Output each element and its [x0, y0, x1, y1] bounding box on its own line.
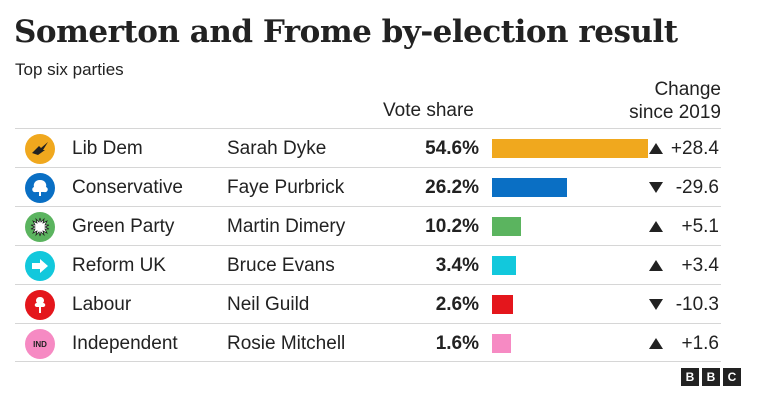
party-name: Independent [72, 333, 178, 354]
chart-title: Somerton and Frome by-election result [14, 14, 678, 50]
bbc-logo-letter: C [723, 368, 741, 386]
candidate-name: Neil Guild [227, 294, 310, 315]
vote-share-label: 54.6% [425, 138, 479, 159]
change-label: -10.3 [675, 294, 719, 315]
triangle-up-icon [649, 260, 663, 271]
triangle-down-icon [649, 182, 663, 193]
independent-ind-icon: IND [25, 329, 55, 359]
table-row: IND Independent Rosie Mitchell 1.6% +1.6 [15, 323, 721, 362]
vote-share-label: 10.2% [425, 216, 479, 237]
vote-share-bar [492, 178, 567, 197]
table-row: Lib Dem Sarah Dyke 54.6% +28.4 [15, 128, 721, 167]
candidate-name: Rosie Mitchell [227, 333, 346, 354]
triangle-up-icon [649, 221, 663, 232]
change-header-line2: since 2019 [629, 102, 721, 123]
reform-arrow-icon [25, 251, 55, 281]
table-row: Conservative Faye Purbrick 26.2% -29.6 [15, 167, 721, 206]
change-header-line1: Change [654, 79, 721, 100]
libdem-bird-icon [25, 134, 55, 164]
triangle-up-icon [649, 338, 663, 349]
party-name: Green Party [72, 216, 175, 237]
candidate-name: Faye Purbrick [227, 177, 345, 198]
change-label: +28.4 [670, 138, 719, 159]
triangle-down-icon [649, 299, 663, 310]
vote-share-bar [492, 217, 522, 236]
change-label: +5.1 [681, 216, 719, 237]
party-name: Reform UK [72, 255, 166, 276]
party-name: Labour [72, 294, 132, 315]
vote-share-bar [492, 334, 511, 353]
change-header: Change since 2019 [629, 78, 721, 124]
vote-share-bar [492, 295, 514, 314]
vote-share-bar [492, 139, 648, 158]
conservative-tree-icon [25, 173, 55, 203]
party-name: Conservative [72, 177, 183, 198]
change-label: +1.6 [681, 333, 719, 354]
vote-share-label: 26.2% [425, 177, 479, 198]
candidate-name: Martin Dimery [227, 216, 346, 237]
vote-share-header: Vote share [383, 100, 474, 121]
table-row: Green Party Martin Dimery 10.2% +5.1 [15, 206, 721, 245]
vote-share-bar [492, 256, 516, 275]
vote-share-label: 3.4% [435, 255, 479, 276]
labour-rose-icon [25, 290, 55, 320]
vote-share-label: 1.6% [435, 333, 479, 354]
candidate-name: Sarah Dyke [227, 138, 327, 159]
logo-label: IND [33, 339, 47, 349]
vote-share-label: 2.6% [435, 294, 479, 315]
bbc-logo: B B C [681, 368, 741, 386]
table-row: Labour Neil Guild 2.6% -10.3 [15, 284, 721, 323]
bbc-logo-letter: B [681, 368, 699, 386]
bbc-logo-letter: B [702, 368, 720, 386]
candidate-name: Bruce Evans [227, 255, 335, 276]
table-row: Reform UK Bruce Evans 3.4% +3.4 [15, 245, 721, 284]
triangle-up-icon [649, 143, 663, 154]
green-party-icon [25, 212, 55, 242]
chart-subtitle: Top six parties [15, 60, 124, 79]
change-label: -29.6 [675, 177, 719, 198]
party-name: Lib Dem [72, 138, 143, 159]
change-label: +3.4 [681, 255, 719, 276]
